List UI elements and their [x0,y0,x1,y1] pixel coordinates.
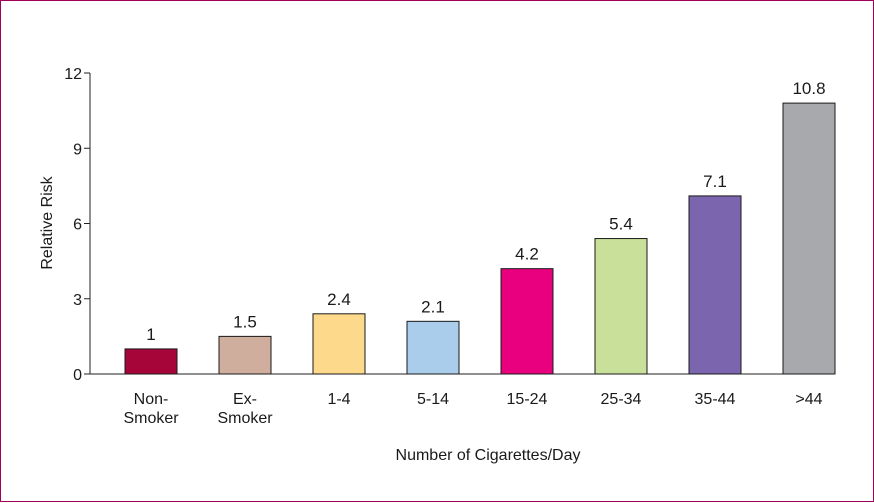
x-tick-label: Smoker [217,410,273,427]
bar [312,313,366,375]
bar-value-label: 10.8 [792,79,825,98]
x-tick-label: Ex- [233,391,257,408]
label-group: 1 Non- Smoker 1.5 Ex- Smoker 2.4 1-4 2.1 5-14 4.2 1… [123,79,825,427]
y-tick-label: 12 [64,66,82,83]
x-tick-label: Smoker [123,410,179,427]
y-tick-label: 0 [73,367,82,384]
bar-value-label: 1 [146,325,155,344]
x-tick-label: Non- [134,391,169,408]
bar [124,348,178,375]
bar [782,102,836,375]
bar-value-label: 5.4 [609,215,633,234]
bar-value-label: 2.4 [327,290,351,309]
y-tick-label: 6 [73,217,82,234]
y-axis-title: Relative Risk [39,175,56,269]
bar [500,268,554,375]
x-tick-label: 35-44 [695,391,736,408]
x-tick-label: 5-14 [417,391,449,408]
bar-group [124,102,836,375]
x-tick-label: 15-24 [507,391,548,408]
bar [688,195,742,375]
bar-value-label: 2.1 [421,297,445,316]
x-axis-title: Number of Cigarettes/Day [396,447,581,464]
y-tick-label: 3 [73,292,82,309]
bar-value-label: 7.1 [703,172,727,191]
bar [218,335,272,375]
bar-value-label: 1.5 [233,312,257,331]
x-tick-label: >44 [795,391,822,408]
bar [406,320,460,375]
y-tick-label: 9 [73,141,82,158]
x-tick-label: 1-4 [327,391,350,408]
x-tick-label: 25-34 [601,391,642,408]
bar [594,238,648,375]
bar-value-label: 4.2 [515,245,539,264]
